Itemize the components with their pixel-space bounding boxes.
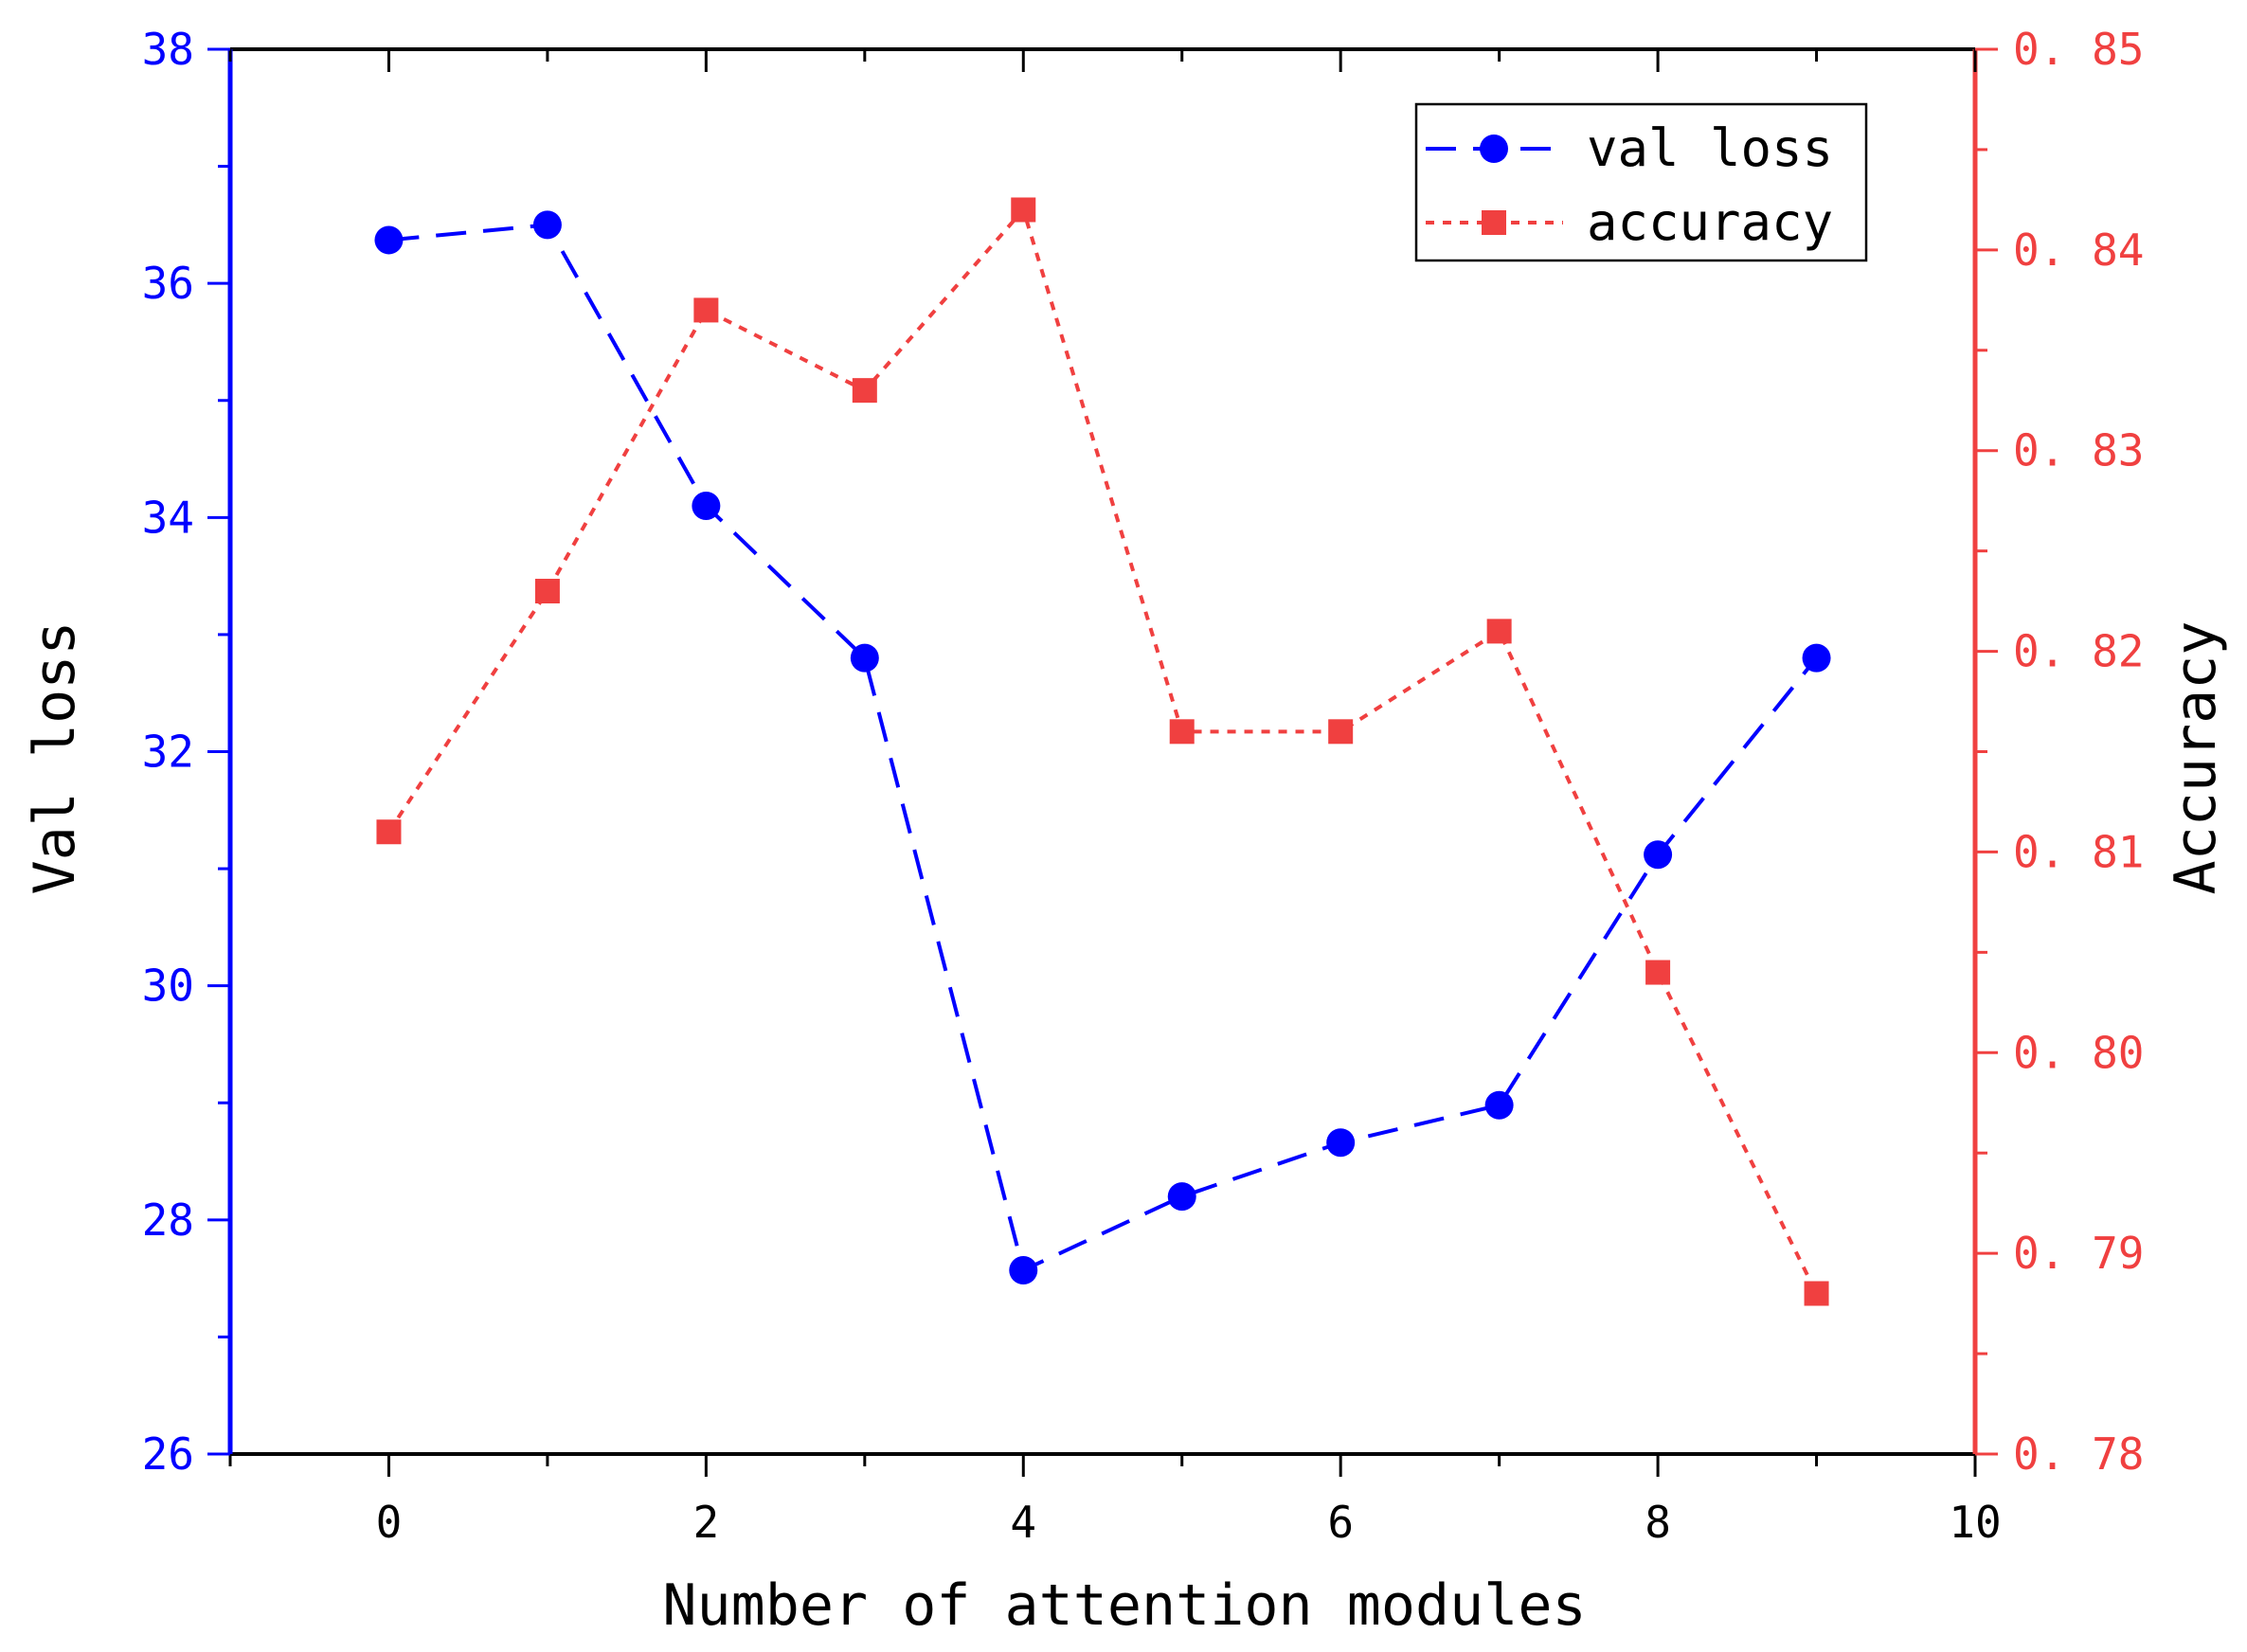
- series-line-val-loss: [388, 223, 1819, 1273]
- data-point-square: [1169, 719, 1195, 745]
- data-point-square: [1804, 1281, 1829, 1306]
- y-right-tick-label: 0. 82: [2013, 626, 2144, 677]
- data-point-circle: [1484, 1090, 1514, 1120]
- x-tick-label: 2: [693, 1497, 720, 1548]
- data-point-circle: [532, 210, 562, 240]
- y-left-tick-label: 26: [142, 1428, 194, 1480]
- data-point-square: [852, 378, 877, 404]
- x-axis: 0 2 4 6 8 10: [228, 49, 2002, 1548]
- y-left-tick-label: 34: [142, 492, 194, 543]
- y-right-tick-label: 0. 80: [2013, 1027, 2144, 1078]
- y-left-tick-label: 38: [142, 24, 194, 75]
- y-right-tick-label: 0. 81: [2013, 826, 2144, 877]
- y-left-tick-label: 32: [142, 727, 194, 778]
- legend-label: accuracy: [1587, 192, 1833, 252]
- data-point-square: [1011, 197, 1036, 223]
- y-right-tick-label: 0. 79: [2013, 1228, 2144, 1279]
- y-right-tick-label: 0. 84: [2013, 224, 2144, 276]
- x-tick-label: 8: [1645, 1497, 1671, 1548]
- x-tick-label: 0: [376, 1497, 403, 1548]
- y-left-tick-label: 36: [142, 258, 194, 309]
- x-tick-label: 6: [1327, 1497, 1354, 1548]
- data-point-circle: [692, 491, 721, 520]
- x-axis-title: Number of attention modules: [662, 1572, 1586, 1639]
- y-axis-right-title: Accuracy: [2163, 621, 2229, 895]
- data-point-square: [1645, 960, 1671, 985]
- series-layer: [374, 197, 1831, 1306]
- data-point-circle: [1167, 1182, 1196, 1212]
- data-point-square: [534, 579, 560, 604]
- data-point-circle: [1644, 840, 1673, 870]
- data-point-circle: [1009, 1255, 1038, 1284]
- data-point-circle: [1802, 643, 1831, 673]
- x-tick-label: 4: [1010, 1497, 1036, 1548]
- y-right-tick-label: 0. 83: [2013, 425, 2144, 476]
- y-axis-right: 0. 78 0. 79 0. 80 0. 81 0. 82 0. 83 0. 84 0. 85: [1975, 24, 2144, 1480]
- data-point-circle: [374, 225, 404, 255]
- series-line-accuracy: [386, 206, 1819, 1295]
- legend-label: val loss: [1587, 118, 1833, 178]
- legend-marker-square: [1482, 210, 1506, 235]
- data-point-square: [376, 819, 402, 845]
- x-tick-label: 10: [1949, 1497, 2001, 1548]
- data-point-square: [1328, 719, 1354, 745]
- y-left-tick-label: 30: [142, 961, 194, 1012]
- y-axis-left: 26 28 30 32 34 36 38: [142, 24, 230, 1480]
- legend-marker-circle: [1480, 135, 1508, 163]
- data-point-square: [693, 297, 719, 323]
- data-point-circle: [1326, 1128, 1356, 1158]
- data-point-square: [1486, 619, 1512, 644]
- data-point-circle: [850, 643, 879, 673]
- y-right-tick-label: 0. 78: [2013, 1428, 2144, 1480]
- y-left-tick-label: 28: [142, 1194, 194, 1246]
- legend: val loss accuracy: [1414, 102, 1868, 262]
- y-right-tick-label: 0. 85: [2013, 24, 2144, 75]
- y-axis-left-title: Val loss: [22, 621, 88, 895]
